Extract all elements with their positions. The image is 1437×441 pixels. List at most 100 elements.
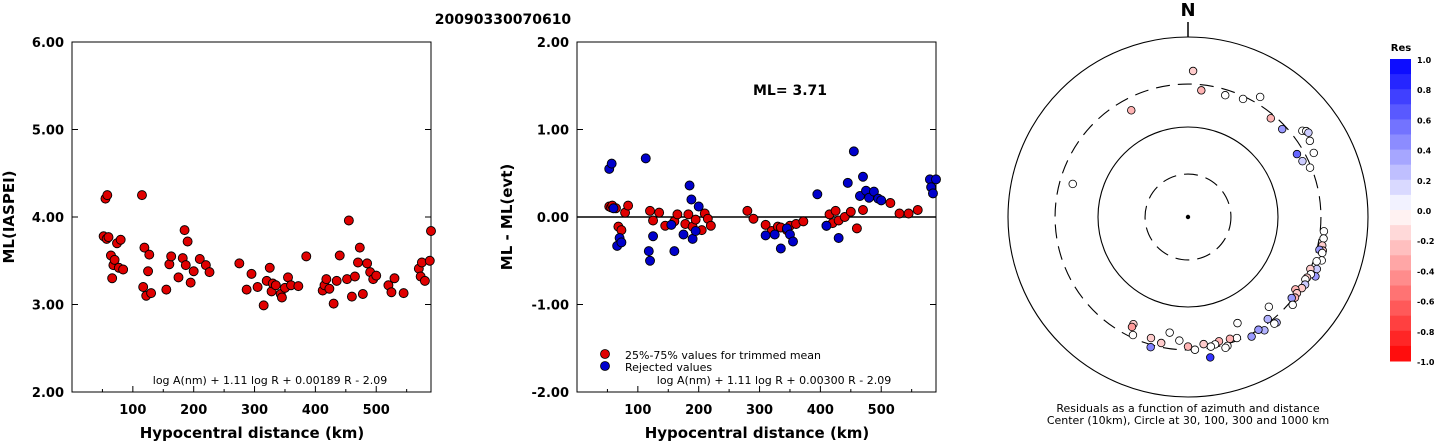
chart1-point [204, 267, 215, 278]
chart2-ytick-label: 0.00 [537, 211, 569, 226]
station-point [1278, 124, 1287, 134]
station-point [1298, 156, 1307, 166]
chart2-point [606, 158, 617, 169]
polar-caption-line2: Center (10km), Circle at 30, 100, 300 an… [1047, 414, 1329, 427]
chart2-point [742, 205, 753, 216]
chart2-xtick-label: 500 [868, 403, 895, 418]
chart1-point [424, 255, 435, 266]
epicenter-dot [1185, 214, 1191, 220]
azimuth-residual-plot: N Residuals as a function of azimuth and… [1007, 0, 1369, 427]
colorbar-title: Res [1391, 43, 1411, 54]
chart2-point [830, 205, 841, 216]
chart1-point [416, 257, 427, 268]
colorbar-cell [1390, 300, 1411, 317]
chart2-xtick-label: 400 [807, 403, 834, 418]
chart1-point [354, 242, 365, 253]
chart1-point [331, 275, 342, 286]
chart2-point [928, 188, 938, 199]
chart1-point [343, 215, 354, 226]
chart2-point [654, 207, 665, 218]
chart1-xtick-label: 100 [119, 403, 146, 418]
colorbar-cell [1390, 59, 1411, 75]
colorbar-cell [1390, 240, 1411, 256]
chart2-point [705, 220, 716, 231]
station-point [1146, 343, 1155, 352]
station-point [1225, 334, 1235, 344]
station-point [1305, 163, 1315, 172]
colorbar-cell [1390, 225, 1411, 241]
station-point [1264, 302, 1274, 311]
colorbar-tick-label: 1.0 [1417, 56, 1432, 65]
polar-points [1068, 66, 1329, 362]
chart2-point [798, 216, 809, 227]
chart1-xtick-label: 300 [241, 403, 268, 418]
colorbar-tick-label: -0.8 [1417, 328, 1435, 337]
chart2-formula: log A(nm) + 1.11 log R + 0.00300 R - 2.0… [657, 374, 891, 387]
chart2-point [842, 177, 853, 188]
chart2-point [812, 189, 823, 200]
station-point [1232, 333, 1242, 343]
station-point [1221, 343, 1230, 352]
chart1-point [270, 280, 281, 291]
chart2-point [640, 153, 651, 164]
colorbar-ticks: 1.0 0.8 0.6 0.4 0.2 0.0 -0.2 -0.4 -0.6 -0.8 -1.0 [1417, 56, 1435, 367]
station-point [1221, 91, 1230, 100]
colorbar-cell [1390, 179, 1411, 196]
chart1-xtick-label: 400 [302, 403, 329, 418]
chart2-point [845, 206, 856, 217]
colorbar-tick-label: 0.8 [1417, 86, 1432, 95]
station-point [1127, 106, 1136, 115]
colorbar-cell [1390, 285, 1411, 302]
colorbar-cell [1390, 330, 1411, 347]
chart1-xtick-label: 200 [180, 403, 207, 418]
chart2-points [604, 146, 941, 266]
chart2-ticks: 100 200 300 400 500 -2.00 -1.00 0.00 1.00 2.00 [532, 36, 936, 418]
chart2-point [643, 246, 654, 257]
station-point [1146, 333, 1156, 343]
chart2-ml-annotation: ML= 3.71 [753, 83, 827, 99]
chart1-point [301, 251, 312, 262]
chart1-point [234, 258, 245, 269]
station-point [1255, 92, 1265, 102]
station-point [1157, 338, 1166, 348]
chart1-point [179, 225, 190, 236]
legend-marker-trimmed [600, 349, 610, 359]
colorbar-cell [1390, 194, 1411, 211]
chart2-ytick-label: -2.00 [532, 386, 569, 401]
colorbar-tick-label: -0.2 [1417, 237, 1435, 246]
chart2-point [833, 233, 844, 243]
colorbar-tick-label: -1.0 [1417, 358, 1435, 367]
station-point [1266, 114, 1276, 123]
station-point [1190, 345, 1200, 354]
chart1-point [246, 268, 257, 279]
chart2-point [876, 195, 887, 206]
residual-colorbar: Res 1.0 0.8 0.6 0.4 0.2 0.0 -0.2 -0.4 -0.6 -0.8 -1… [1390, 43, 1435, 367]
chart2-point [775, 243, 786, 254]
station-point [1175, 336, 1184, 345]
chart2-point [645, 255, 655, 266]
chart2-ytick-label: 1.00 [537, 124, 569, 139]
chart1-point [264, 262, 275, 273]
station-point [1128, 330, 1138, 340]
colorbar-tick-label: 0.6 [1417, 116, 1432, 125]
station-point [1292, 149, 1302, 159]
colorbar-cell [1390, 149, 1411, 166]
north-label: N [1180, 0, 1195, 21]
station-point [1318, 248, 1327, 258]
chart2-point [693, 201, 704, 212]
chart1-point [321, 274, 332, 285]
chart1-point [180, 260, 191, 271]
chart2-point [623, 200, 634, 211]
station-point [1270, 319, 1279, 328]
station-point [1263, 314, 1272, 324]
chart2-point [666, 219, 677, 230]
station-point [1183, 342, 1193, 351]
chart1-point [185, 277, 196, 288]
chart1-point [102, 190, 113, 201]
chart2-point [690, 226, 701, 236]
station-point [1312, 257, 1321, 266]
chart1-point [173, 272, 184, 283]
chart1-point [115, 234, 126, 245]
chart1-point [137, 190, 147, 201]
